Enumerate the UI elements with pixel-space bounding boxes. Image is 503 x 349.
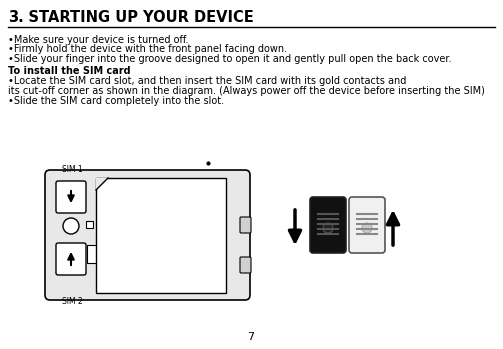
Text: SIM 2: SIM 2 bbox=[62, 297, 83, 306]
Circle shape bbox=[362, 223, 372, 233]
FancyBboxPatch shape bbox=[240, 257, 251, 273]
FancyBboxPatch shape bbox=[56, 243, 86, 275]
Text: To install the SIM card: To install the SIM card bbox=[8, 67, 131, 76]
Polygon shape bbox=[96, 178, 108, 190]
Bar bbox=[96, 178, 226, 293]
FancyBboxPatch shape bbox=[56, 181, 86, 213]
FancyBboxPatch shape bbox=[240, 217, 251, 233]
Text: 7: 7 bbox=[247, 332, 255, 342]
FancyBboxPatch shape bbox=[349, 197, 385, 253]
Bar bbox=[87, 245, 105, 263]
Text: STARTING UP YOUR DEVICE: STARTING UP YOUR DEVICE bbox=[8, 10, 254, 25]
Text: •Slide your finger into the groove designed to open it and gently pull open the : •Slide your finger into the groove desig… bbox=[8, 54, 452, 64]
Circle shape bbox=[63, 218, 79, 234]
FancyBboxPatch shape bbox=[45, 170, 250, 300]
Bar bbox=[86, 221, 93, 228]
Text: •Slide the SIM card completely into the slot.: •Slide the SIM card completely into the … bbox=[8, 96, 224, 105]
Text: its cut-off corner as shown in the diagram. (Always power off the device before : its cut-off corner as shown in the diagr… bbox=[8, 86, 485, 96]
Text: •Firmly hold the device with the front panel facing down.: •Firmly hold the device with the front p… bbox=[8, 45, 287, 54]
Text: •Make sure your device is turned off.: •Make sure your device is turned off. bbox=[8, 35, 189, 45]
Text: SIM 1: SIM 1 bbox=[62, 165, 83, 174]
FancyBboxPatch shape bbox=[310, 197, 346, 253]
Text: •Locate the SIM card slot, and then insert the SIM card with its gold contacts a: •Locate the SIM card slot, and then inse… bbox=[8, 76, 406, 87]
Circle shape bbox=[323, 223, 333, 233]
Text: 3.: 3. bbox=[8, 10, 24, 25]
